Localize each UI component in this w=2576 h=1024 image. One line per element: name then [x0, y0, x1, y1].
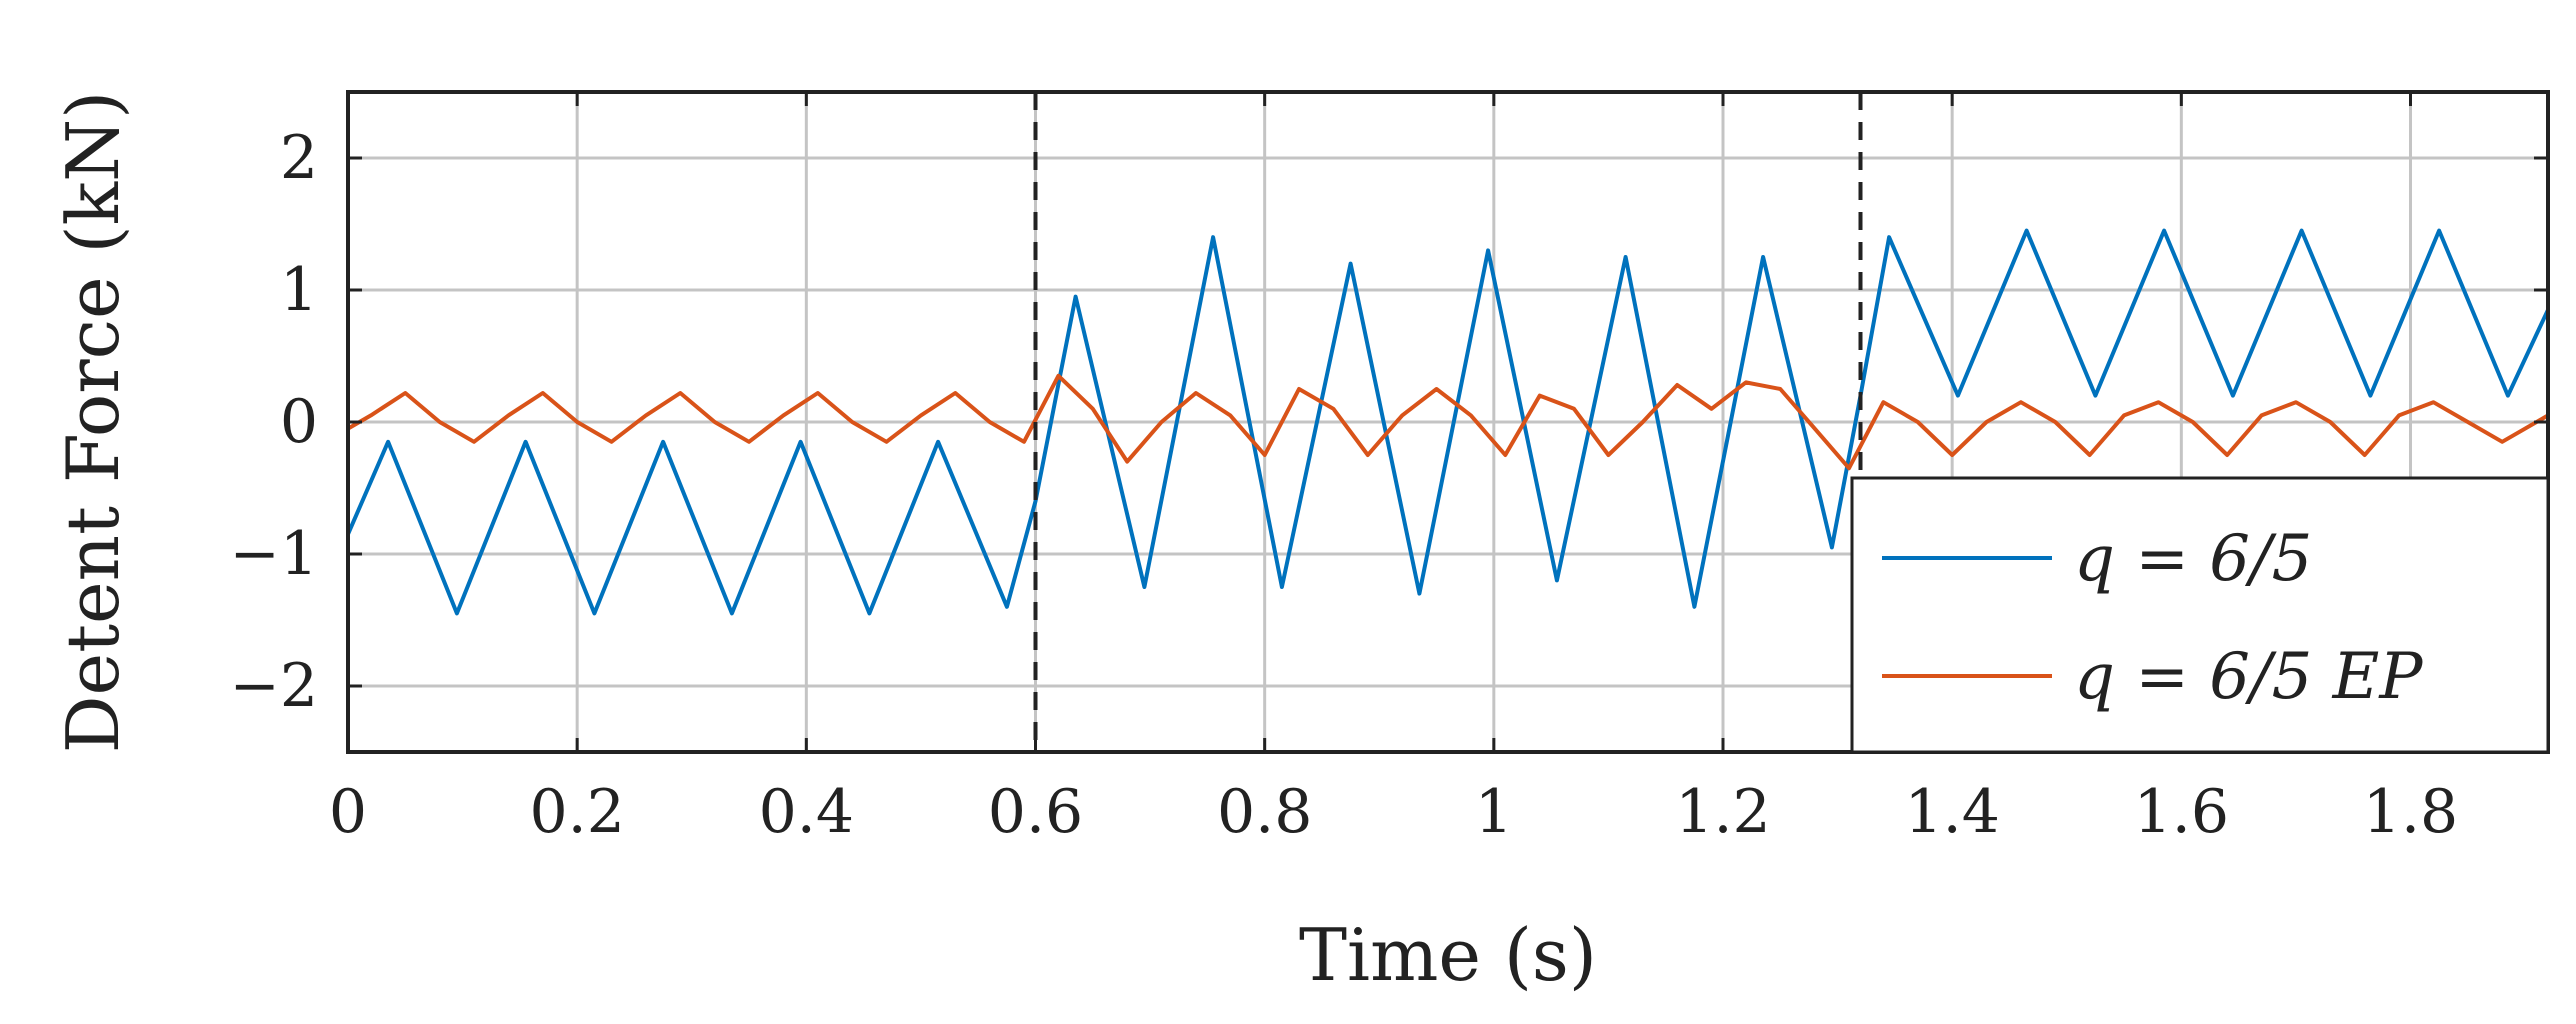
- legend: q = 6/5 q = 6/5 EP: [1850, 476, 2550, 754]
- legend-label-q65-ep: q = 6/5 EP: [2074, 640, 2423, 714]
- grid: [346, 92, 2548, 752]
- y-axis-label: Detent Force (kN): [51, 91, 135, 753]
- x-tick-labels: 0 0.2 0.4 0.6 0.8 1 1.2 1.4 1.6 1.8: [329, 777, 2458, 847]
- y-tick-label: −2: [230, 651, 318, 721]
- x-tick-label: 0.4: [759, 777, 854, 847]
- legend-label-q65: q = 6/5: [2074, 522, 2312, 596]
- y-tick-label: 0: [280, 387, 318, 457]
- series-line-0: [346, 228, 2550, 616]
- x-axis-label: Time (s): [1299, 913, 1597, 997]
- x-tick-label: 0.6: [988, 777, 1083, 847]
- y-tick-labels: −2 −1 0 1 2: [230, 123, 318, 721]
- legend-box: [1850, 476, 2550, 754]
- x-tick-label: 1.6: [2134, 777, 2229, 847]
- x-tick-label: 1.4: [1904, 777, 1999, 847]
- series-line-1: [347, 373, 2549, 471]
- y-tick-label: 1: [280, 255, 318, 325]
- x-tick-label: 0.2: [529, 777, 624, 847]
- x-tick-label: 0.8: [1217, 777, 1312, 847]
- series-lines: [346, 228, 2550, 616]
- x-tick-label: 1.8: [2363, 777, 2458, 847]
- x-tick-label: 0: [329, 777, 367, 847]
- y-tick-label: −1: [230, 519, 318, 589]
- y-tick-label: 2: [280, 123, 318, 193]
- x-tick-label: 1: [1475, 777, 1513, 847]
- x-tick-label: 1.2: [1675, 777, 1770, 847]
